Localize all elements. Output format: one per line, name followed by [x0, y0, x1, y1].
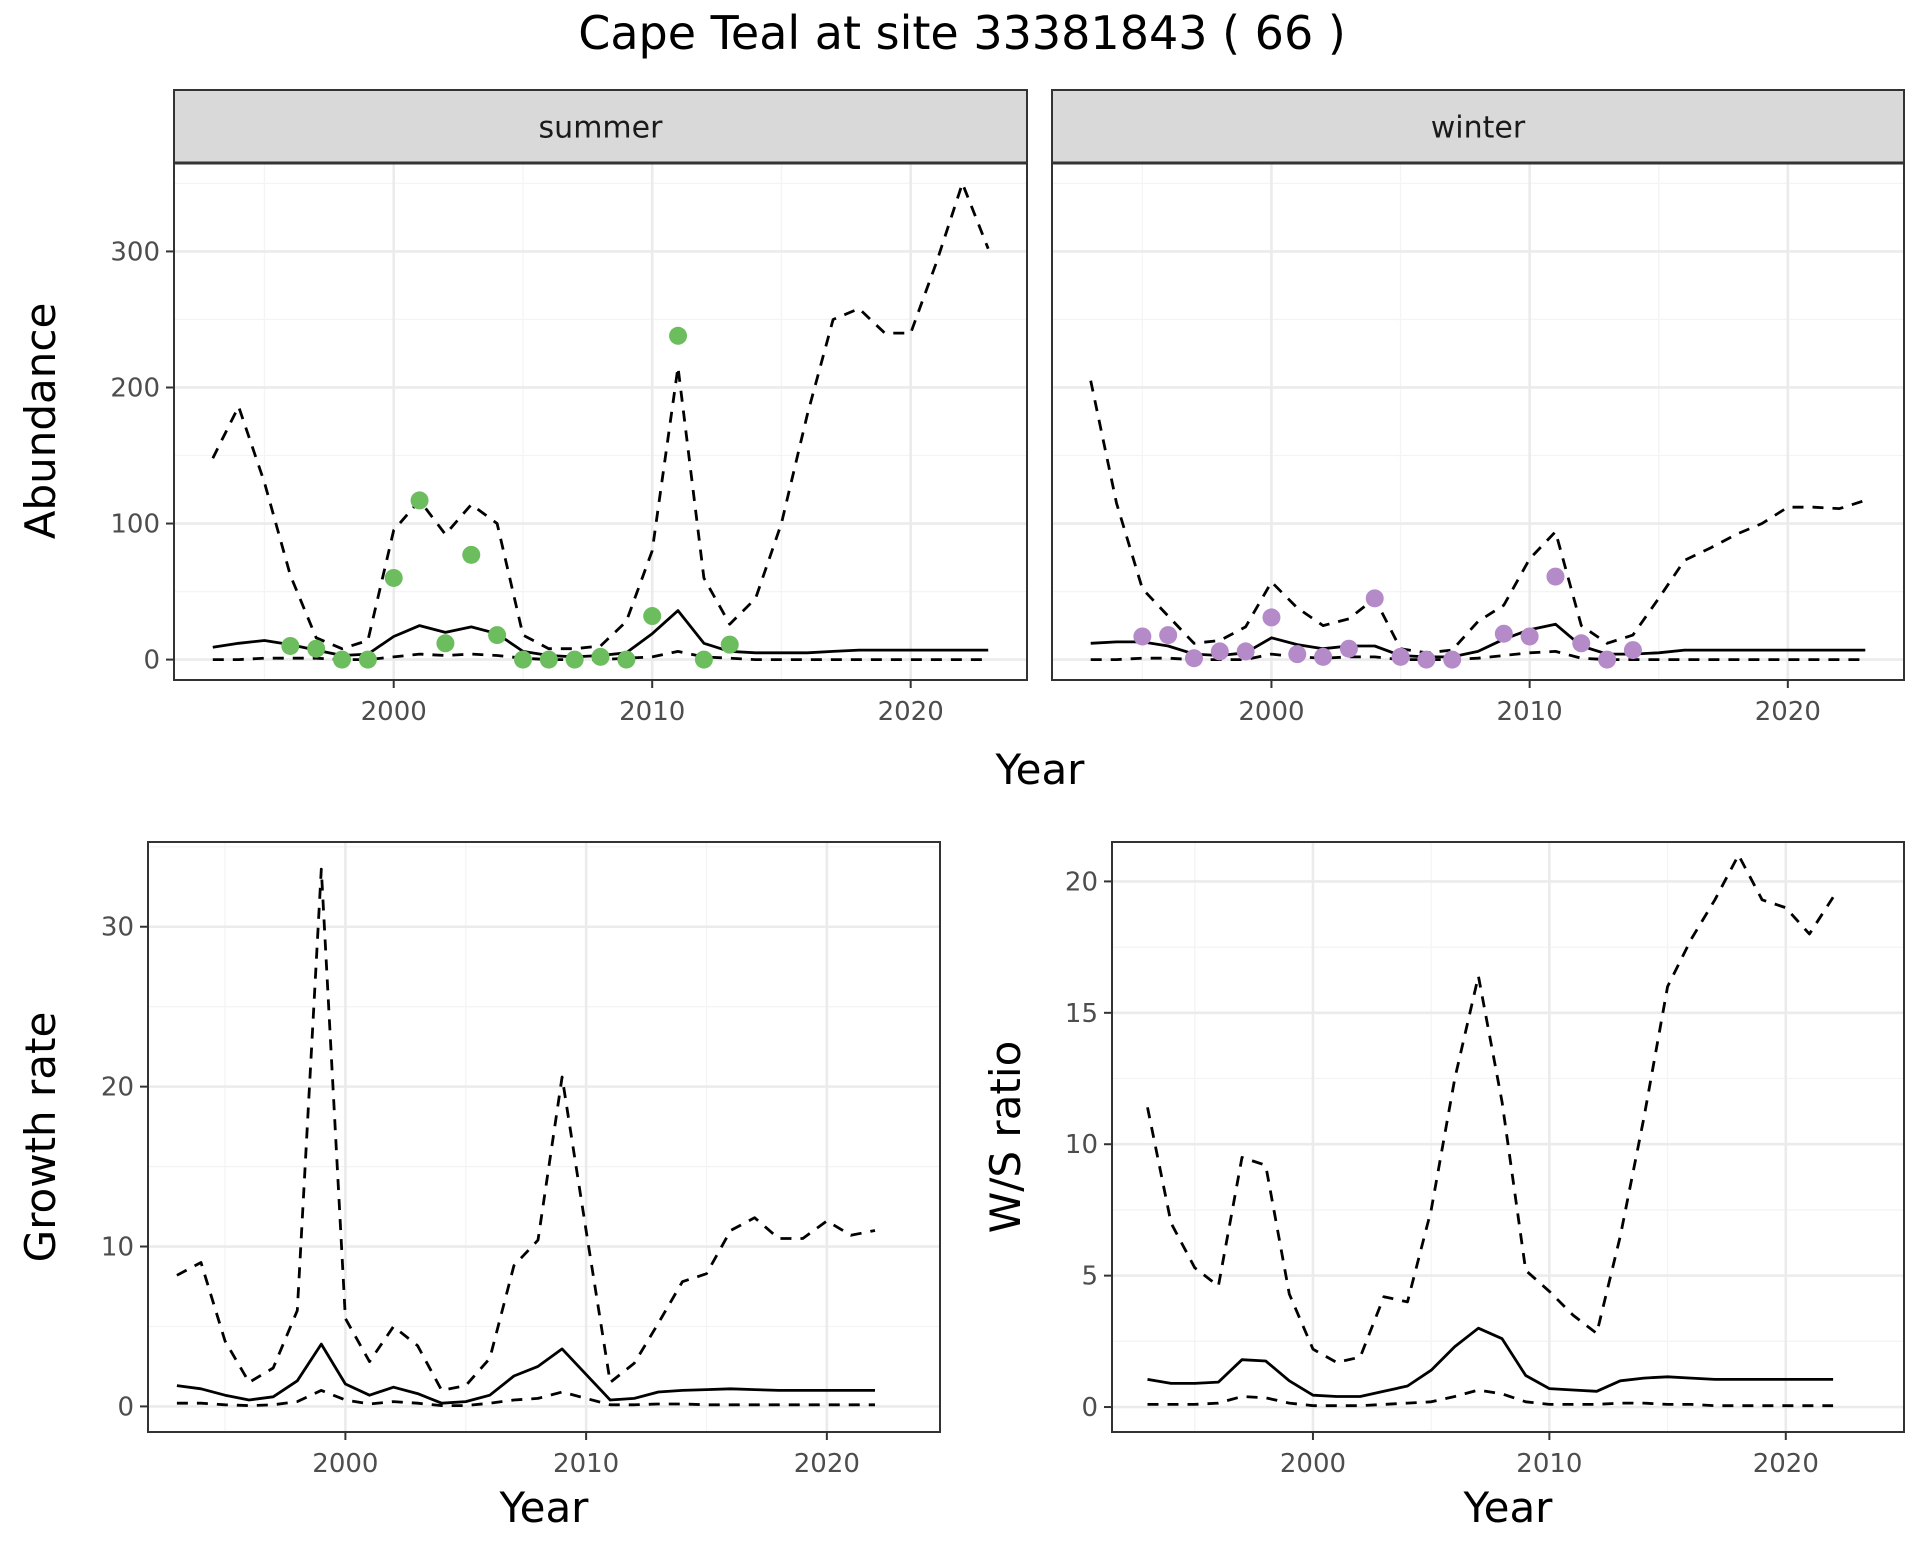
- panel-border: [147, 841, 941, 1433]
- panel-background: [1052, 163, 1904, 680]
- data-point: [410, 491, 429, 510]
- facet-strip-label: summer: [539, 111, 664, 146]
- data-point: [1546, 567, 1565, 586]
- data-point: [1494, 624, 1513, 643]
- panel-growth: 2000 2010 2020 0 10 20 30 Growth rate Year: [16, 841, 941, 1532]
- y-tick-label: 300: [110, 237, 160, 267]
- plot-area: [211, 182, 990, 669]
- y-tick-label: 20: [101, 1073, 134, 1103]
- y-tick-label: 30: [101, 913, 134, 943]
- facet-strip: [173, 89, 1028, 164]
- series-line-solid: [176, 1342, 875, 1405]
- series-line-dashed: [176, 867, 876, 1392]
- data-point: [643, 607, 662, 626]
- series-line-dashed: [211, 182, 990, 651]
- data-point: [1288, 645, 1307, 664]
- y-tick-label: 0: [117, 1392, 134, 1422]
- y-tick-label: 0: [1081, 1393, 1098, 1423]
- plot-area: [1146, 853, 1835, 1408]
- data-point: [1159, 626, 1178, 645]
- panel-ratio: 2000 2010 2020 0 5 10 15 20 W/S ratio Year: [981, 841, 1905, 1532]
- x-tick-label: 2000: [1238, 697, 1304, 727]
- data-point: [1598, 650, 1617, 669]
- data-point: [384, 568, 403, 587]
- data-point: [462, 545, 481, 564]
- data-point: [307, 639, 326, 658]
- y-tick-label: 10: [101, 1233, 134, 1263]
- y-axis-title: Growth rate: [16, 1012, 65, 1263]
- data-point: [1236, 642, 1255, 661]
- series-line-dashed: [1147, 1388, 1834, 1408]
- panel-background: [174, 163, 1027, 680]
- data-point: [1417, 650, 1436, 669]
- facet-strip: [1051, 89, 1905, 164]
- data-point: [1210, 642, 1229, 661]
- data-point: [539, 650, 558, 669]
- y-tick-label: 15: [1065, 999, 1098, 1029]
- panel-summer: summer 2000 2010 2020 0 100 200 300 Abundance: [16, 89, 1028, 727]
- data-point: [1443, 650, 1462, 669]
- data-point: [591, 647, 610, 666]
- y-tick-label: 0: [143, 646, 160, 676]
- x-tick-label: 2010: [1497, 697, 1563, 727]
- x-tick-label: 2020: [1753, 1449, 1819, 1479]
- y-axis-title: Abundance: [16, 303, 65, 540]
- data-point: [1262, 608, 1281, 627]
- data-point: [1185, 649, 1203, 668]
- y-tick-label: 20: [1065, 867, 1098, 897]
- y-tick-label: 10: [1065, 1130, 1098, 1160]
- series-line-dashed: [1146, 853, 1835, 1364]
- x-tick-label: 2010: [619, 697, 685, 727]
- data-point: [1623, 641, 1642, 660]
- plot-area: [1089, 380, 1866, 669]
- series-line-dashed: [176, 1389, 875, 1407]
- y-axis-title: W/S ratio: [981, 1041, 1030, 1234]
- y-tick-label: 100: [110, 510, 160, 540]
- data-point: [333, 650, 352, 669]
- y-tick-label: 5: [1081, 1262, 1098, 1292]
- x-tick-label: 2000: [1280, 1449, 1346, 1479]
- chart-title: Cape Teal at site 33381843 ( 66 ): [578, 6, 1346, 60]
- x-axis-title: Year: [1463, 1483, 1554, 1532]
- data-point: [513, 650, 532, 669]
- panel-winter: winter 2000 2010 2020: [1051, 89, 1905, 727]
- x-tick-label: 2020: [794, 1449, 860, 1479]
- facet-strip-label: winter: [1431, 111, 1526, 146]
- data-point: [565, 650, 584, 669]
- x-tick-label: 2010: [553, 1449, 619, 1479]
- panel-background: [148, 842, 940, 1432]
- y-tick-label: 200: [110, 373, 160, 403]
- data-point: [281, 636, 300, 655]
- data-point: [358, 650, 377, 669]
- panel-border: [1111, 841, 1905, 1433]
- data-point: [436, 634, 455, 653]
- x-axis-title-top: Year: [995, 745, 1086, 794]
- data-point: [720, 635, 739, 654]
- x-tick-label: 2000: [312, 1449, 378, 1479]
- x-tick-label: 2020: [1755, 697, 1821, 727]
- data-point: [1314, 647, 1333, 666]
- x-tick-label: 2020: [878, 697, 944, 727]
- data-point: [1391, 647, 1410, 666]
- data-point: [694, 650, 713, 669]
- data-point: [617, 650, 636, 669]
- data-point: [488, 626, 507, 645]
- data-point: [1339, 639, 1358, 658]
- series-line-solid: [1147, 1326, 1834, 1398]
- x-tick-label: 2000: [361, 697, 427, 727]
- x-tick-label: 2010: [1516, 1449, 1582, 1479]
- data-point: [669, 326, 688, 345]
- data-point: [1365, 589, 1384, 608]
- data-point: [1572, 634, 1591, 653]
- data-point: [1133, 627, 1152, 646]
- plot-area: [176, 867, 876, 1407]
- data-point: [1520, 627, 1539, 646]
- x-axis-title: Year: [499, 1483, 590, 1532]
